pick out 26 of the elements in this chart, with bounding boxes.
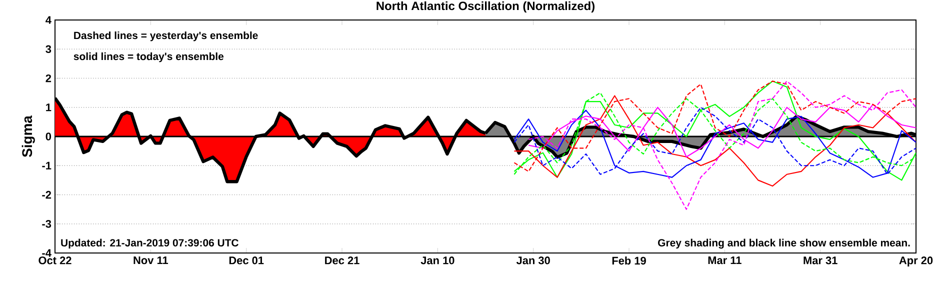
y-axis-title: Sigma: [22, 115, 35, 158]
annotation: solid lines = today's ensemble: [74, 52, 224, 62]
y-tick-label: 2: [46, 74, 52, 82]
annotation: Grey shading and black line show ensemble mean.: [658, 238, 910, 249]
x-tick-label: Mar 31: [804, 256, 838, 264]
chart-title: North Atlantic Oscillation (Normalized): [376, 1, 595, 13]
x-tick-label: Nov 11: [134, 256, 168, 264]
x-tick-label: Oct 22: [38, 256, 72, 264]
y-tick-label: 3: [46, 45, 52, 54]
annotation: Updated: 21-Jan-2019 07:39:06 UTC: [61, 238, 238, 249]
y-tick-label: 4: [46, 16, 52, 24]
x-tick-label: Mar 11: [708, 256, 742, 264]
x-tick-label: Dec 21: [325, 256, 360, 264]
x-tick-label: Jan 30: [516, 256, 550, 264]
y-tick-label: 0: [46, 132, 52, 140]
y-tick-label: -3: [42, 220, 52, 228]
x-tick-label: Apr 20: [899, 256, 933, 266]
y-tick-label: -2: [42, 190, 52, 199]
line-series: [528, 80, 916, 210]
x-tick-label: Feb 19: [612, 256, 646, 265]
y-tick-label: -1: [42, 162, 52, 170]
y-tick-label: -4: [42, 249, 52, 257]
y-tick-label: 1: [46, 104, 52, 112]
x-tick-label: Jan 10: [420, 256, 454, 264]
annotation: Dashed lines = yesterday's ensemble: [74, 31, 258, 42]
x-tick-label: Dec 01: [229, 256, 264, 264]
